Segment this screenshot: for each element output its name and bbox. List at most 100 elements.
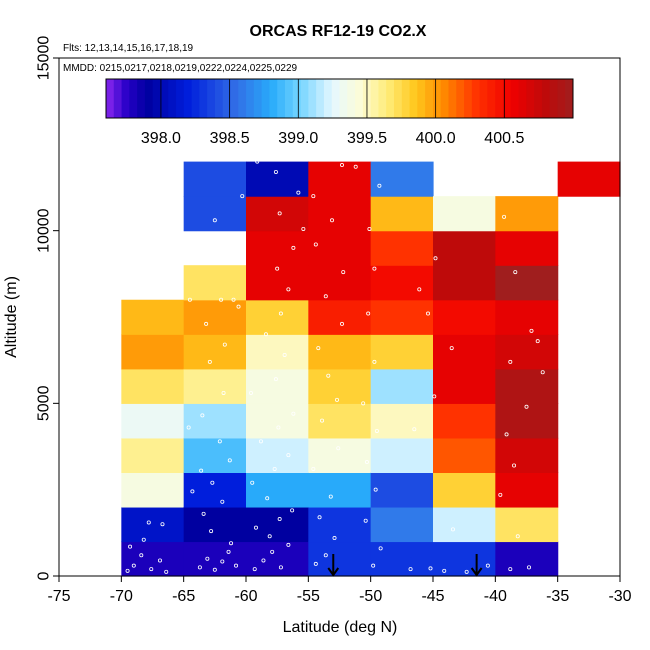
heatmap-cell [308,299,372,335]
heatmap-cell [183,506,247,543]
sample-point [207,359,212,364]
heatmap-cell [183,334,247,370]
heatmap-cell [183,196,247,232]
sample-point [226,549,231,554]
y-tick-label: 15000 [36,36,53,81]
heatmap-cell [495,196,559,232]
sample-point [220,559,225,564]
sample-point [265,496,270,501]
sample-point [164,569,169,574]
colorbar-swatch [557,79,566,118]
sample-point [301,226,306,231]
colorbar-swatch [292,79,302,118]
x-axis: -75 -70 -65 -60 -55 -50 -45 -40 -35 -30 [47,576,632,605]
y-tick-label: 0 [36,571,53,580]
sample-point [412,427,417,432]
colorbar: 398.0 398.5 399.0 399.5 400.0 400.5 [105,78,574,147]
heatmap-cell [495,299,559,335]
sample-point [513,270,518,275]
latitude-arrow [327,554,340,577]
sample-point [464,569,469,574]
x-tick-label: -75 [47,588,70,605]
sample-point [524,404,529,409]
sample-point [508,567,513,572]
heatmap-cell [121,472,185,508]
heatmap-cell [308,230,372,266]
sample-point [248,390,253,395]
colorbar-swatch [316,79,325,118]
colorbar-swatch [471,79,481,118]
plot-frame [58,57,621,577]
sample-point [186,425,191,430]
sample-point [131,563,136,568]
sample-point [498,492,503,497]
sample-point [217,439,222,444]
sample-point [157,558,162,563]
colorbar-swatch [176,79,185,118]
colorbar-swatch [378,79,387,118]
sample-point [371,563,376,568]
sample-point [250,480,255,485]
heatmap-cell [308,472,372,508]
x-tick-label: -30 [608,588,631,605]
sample-point [426,311,431,316]
sample-point [363,518,368,523]
sample-point [141,537,146,542]
sample-point [187,297,192,302]
sample-point [311,194,316,199]
sample-point [336,446,341,451]
colorbar-swatch [526,79,535,118]
colorbar-swatch [456,79,465,118]
sample-point [270,549,275,554]
sample-point [236,304,241,309]
sample-point [139,553,144,558]
heatmap-cell [121,437,185,473]
colorbar-swatch [199,79,208,118]
sample-point [372,266,377,271]
colorbar-tick-label: 399.5 [347,130,387,147]
heatmap-cell [433,437,496,473]
sample-point [197,565,202,570]
sample-point [278,311,283,316]
colorbar-swatch [285,79,294,118]
heatmap-cell [433,299,496,335]
heatmap-cell [370,299,434,335]
colorbar-swatch [230,79,239,118]
sample-point [328,494,333,499]
sample-point [212,567,217,572]
heatmap-cell [183,403,247,439]
heatmap-cell [121,334,185,370]
colorbar-swatch [121,79,130,118]
colorbar-swatch [510,79,520,118]
colorbar-swatch [269,79,278,118]
colorbar-tick-label: 400.5 [484,130,524,147]
heatmap-cell [557,161,621,197]
colorbar-swatch [113,79,123,118]
sample-point [222,342,227,347]
heatmap-cell [370,506,434,543]
sample-point [364,460,369,465]
heatmap-cell [308,541,372,577]
heatmap-cell [308,161,372,197]
sample-point [366,311,371,316]
colorbar-swatch [191,79,200,118]
latitude-arrow [470,554,483,577]
sample-point [526,565,531,570]
sample-point [253,525,258,530]
colorbar-swatch [129,79,138,118]
sample-point [326,373,331,378]
heatmap-cell [183,472,247,508]
sample-point [190,489,195,494]
sample-point [255,159,260,164]
sample-point [485,563,490,568]
sample-point [263,332,268,337]
heatmap-cell [246,196,309,232]
heatmap-cell [183,265,247,301]
colorbar-swatch [448,79,457,118]
sample-point [128,544,133,549]
colorbar-swatch [502,79,512,118]
colorbar-frame [105,78,574,119]
heatmap-cell [370,472,434,508]
sample-point [227,458,232,463]
heatmap-cell [246,368,309,404]
